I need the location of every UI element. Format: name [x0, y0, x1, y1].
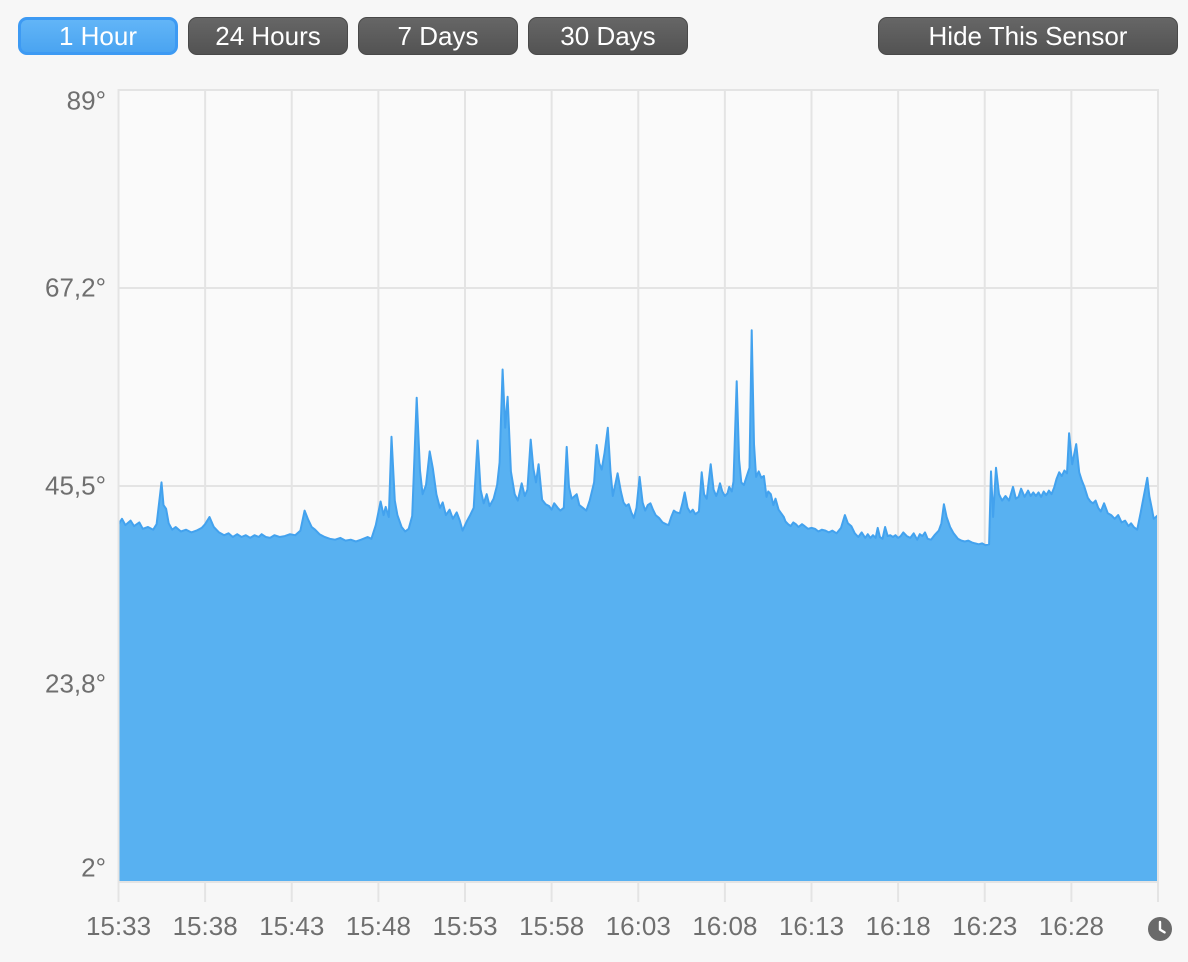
range-button-24-hours[interactable]: 24 Hours — [188, 17, 348, 55]
x-axis-label: 16:03 — [605, 911, 671, 941]
x-axis-label: 16:28 — [1038, 911, 1104, 941]
plot-border — [117, 89, 1159, 883]
range-button-1-hour[interactable]: 1 Hour — [18, 17, 178, 55]
y-axis: 89° 67,2° 45,5° 23,8° 2° — [0, 0, 106, 962]
x-axis-label: 16:08 — [692, 911, 758, 941]
temperature-area — [118, 330, 1158, 882]
y-axis-label: 2° — [81, 852, 106, 883]
x-axis-label: 15:58 — [519, 911, 585, 941]
temperature-line — [117, 329, 1159, 547]
y-axis-label: 23,8° — [44, 668, 106, 699]
x-axis-label: 15:53 — [432, 911, 498, 941]
range-button-30-days[interactable]: 30 Days — [528, 17, 688, 55]
range-button-7-days[interactable]: 7 Days — [358, 17, 518, 55]
x-axis-label: 15:38 — [172, 911, 238, 941]
y-axis-label: 89° — [66, 85, 106, 116]
y-axis-label: 45,5° — [44, 470, 106, 501]
x-axis-label: 16:13 — [778, 911, 845, 941]
x-axis-label: 16:18 — [865, 911, 931, 941]
x-axis-label: 15:33 — [85, 911, 152, 941]
x-axis-label: 15:48 — [345, 911, 411, 941]
x-axis-label: 15:43 — [259, 911, 325, 941]
clock-icon[interactable] — [1146, 915, 1174, 943]
y-axis-label: 67,2° — [44, 272, 106, 303]
hide-sensor-button[interactable]: Hide This Sensor — [878, 17, 1178, 55]
x-axis-label: 16:23 — [952, 911, 1018, 941]
